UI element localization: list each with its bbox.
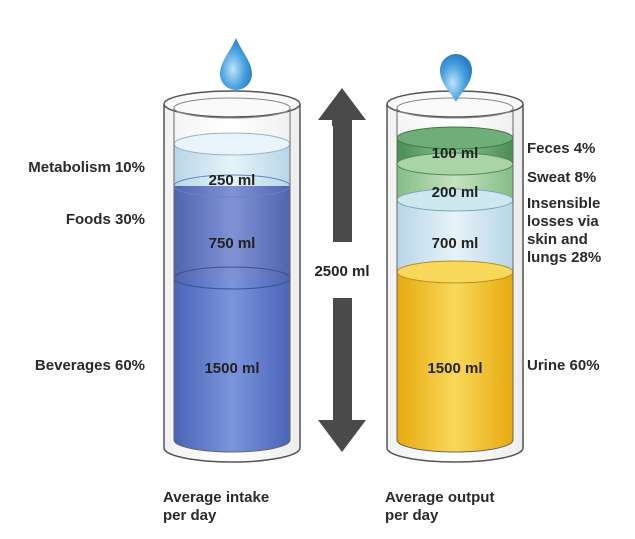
insensible-layer	[397, 200, 513, 272]
arrow-upper-shaft	[333, 120, 352, 242]
foods-label: Foods 30%	[65, 211, 145, 228]
metabolism-volume: 250 ml	[209, 172, 256, 189]
foods-volume: 750 ml	[209, 235, 256, 252]
output-caption-line: per day	[385, 507, 439, 524]
arrow-down-head-icon	[318, 420, 366, 452]
urine-label: Urine 60%	[527, 357, 600, 374]
intake-caption-line: per day	[163, 507, 217, 524]
intake-liquid-surface	[173, 132, 291, 156]
sweat-label: Sweat 8%	[527, 169, 597, 186]
intake-glass-inner	[173, 108, 291, 453]
intake-glass-rim	[163, 90, 301, 118]
intake-glass: 250 ml 750 ml 1500 ml	[163, 90, 301, 463]
beverages-volume: 1500 ml	[204, 360, 259, 377]
insensible-losses-line: losses via	[527, 213, 599, 230]
output-glass-inner	[396, 108, 514, 453]
urine-layer	[397, 272, 513, 452]
feces-label: Feces 4%	[527, 140, 596, 157]
insensible-volume: 700 ml	[432, 235, 479, 252]
total-volume-arrow: 2500 ml	[314, 88, 370, 452]
metabolism-label: Metabolism 10%	[28, 159, 145, 176]
insensible-urine-boundary	[396, 260, 514, 284]
urine-volume: 1500 ml	[427, 360, 482, 377]
intake-glass-inner-rim	[173, 97, 291, 119]
output-caption-line: Average output	[385, 489, 495, 506]
output-water-drop-icon	[440, 54, 472, 102]
intake-water-drop-icon	[220, 38, 252, 90]
insensible-losses-line: lungs 28%	[527, 249, 602, 266]
feces-volume: 100 ml	[432, 145, 479, 162]
insensible-losses-label: Insensible losses via skin and lungs 28%	[527, 195, 601, 267]
arrow-up-head-icon	[318, 88, 366, 126]
total-volume-label: 2500 ml	[314, 263, 369, 280]
insensible-losses-line: skin and	[527, 231, 588, 248]
beverages-layer	[174, 278, 290, 452]
foods-layer	[174, 186, 290, 278]
intake-caption: Average intake per day	[163, 489, 269, 525]
insensible-losses-line: Insensible	[527, 195, 601, 212]
sweat-volume: 200 ml	[432, 184, 479, 201]
intake-caption-line: Average intake	[163, 489, 270, 506]
output-glass: 100 ml 200 ml 700 ml 1500 ml	[386, 90, 524, 463]
output-caption: Average output per day	[385, 489, 494, 525]
arrow-lower-shaft	[333, 298, 352, 420]
beverages-label: Beverages 60%	[34, 357, 145, 374]
